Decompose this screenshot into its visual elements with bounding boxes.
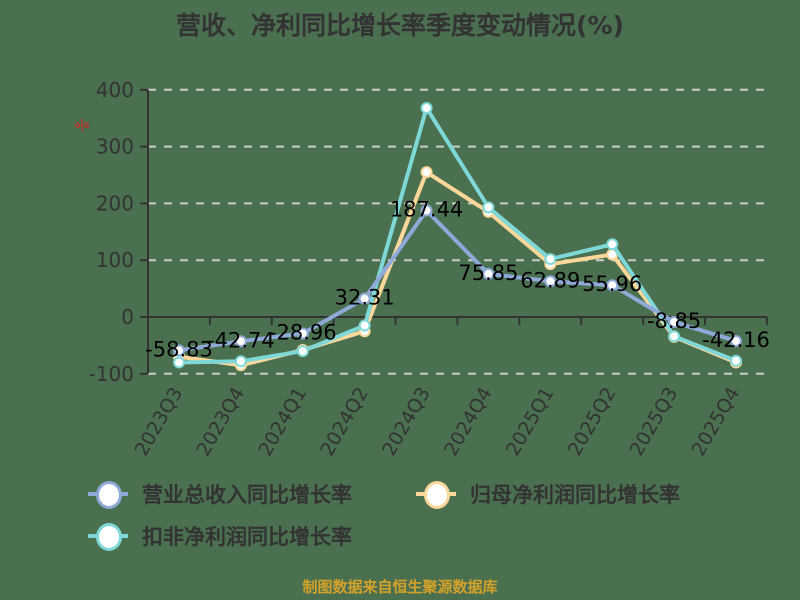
data-point[interactable]	[606, 238, 619, 251]
legend-marker-icon	[88, 478, 128, 510]
data-point[interactable]	[668, 316, 681, 329]
series-line	[178, 105, 737, 365]
legend-item-net-profit[interactable]: 归母净利润同比增长率	[416, 478, 680, 510]
y-tick-label: 0	[121, 305, 134, 329]
y-tick-label: 400	[96, 78, 134, 102]
data-point[interactable]	[668, 330, 681, 343]
data-point[interactable]	[358, 319, 371, 332]
x-tick-label: 2024Q1	[254, 384, 311, 460]
data-point[interactable]	[606, 279, 619, 292]
data-point[interactable]	[420, 101, 433, 114]
x-tick-label: 2025Q2	[564, 384, 621, 460]
data-label: 75.85	[458, 261, 518, 285]
data-label: -8.85	[647, 309, 701, 333]
data-point[interactable]	[482, 201, 495, 214]
data-label: -28.96	[269, 320, 337, 344]
data-point[interactable]	[544, 253, 557, 266]
data-label: 32.31	[335, 286, 395, 310]
data-point[interactable]	[358, 292, 371, 305]
y-tick-label: -100	[89, 362, 134, 386]
legend-label: 营业总收入同比增长率	[142, 483, 352, 507]
x-tick-label: 2023Q4	[192, 384, 249, 460]
data-point[interactable]	[544, 275, 557, 288]
y-tick-label: 300	[96, 135, 134, 159]
x-tick-label: 2025Q3	[626, 384, 683, 460]
data-point[interactable]	[234, 355, 247, 368]
data-point[interactable]	[730, 354, 742, 367]
data-label: -42.74	[207, 328, 275, 352]
data-point[interactable]	[420, 204, 433, 217]
data-point[interactable]	[730, 334, 742, 347]
data-label: 187.44	[390, 198, 463, 222]
data-point[interactable]	[420, 166, 433, 179]
x-tick-label: 2025Q4	[688, 384, 745, 460]
y-tick-label: 100	[96, 248, 134, 272]
y-tick-label: 200	[96, 191, 134, 215]
series-line	[178, 208, 737, 353]
data-point[interactable]	[482, 267, 495, 280]
x-tick-label: 2024Q4	[440, 384, 497, 460]
data-label: -42.16	[702, 328, 770, 352]
data-label: -58.83	[145, 337, 213, 361]
data-point[interactable]	[173, 344, 185, 357]
legend-marker-icon	[416, 478, 456, 510]
legend-marker-icon	[88, 520, 128, 552]
data-point[interactable]	[173, 356, 185, 369]
legend-item-deducted-net-profit[interactable]: 扣非净利润同比增长率	[88, 520, 352, 552]
chart-title: 营收、净利同比增长率季度变动情况(%)	[176, 11, 624, 40]
source-footer: 制图数据来自恒生聚源数据库	[302, 578, 498, 596]
data-point[interactable]	[296, 345, 309, 358]
x-tick-label: 2023Q3	[131, 384, 188, 460]
data-point[interactable]	[296, 327, 309, 340]
legend-item-revenue[interactable]: 营业总收入同比增长率	[88, 478, 352, 510]
data-label: 62.89	[520, 268, 580, 292]
x-tick-label: 2025Q1	[502, 384, 559, 460]
x-tick-label: 2024Q3	[378, 384, 435, 460]
data-point[interactable]	[234, 335, 247, 348]
data-label: 55.96	[582, 272, 642, 296]
x-tick-label: 2024Q2	[316, 384, 373, 460]
legend-label: 扣非净利润同比增长率	[142, 525, 352, 549]
legend-label: 归母净利润同比增长率	[470, 483, 680, 507]
